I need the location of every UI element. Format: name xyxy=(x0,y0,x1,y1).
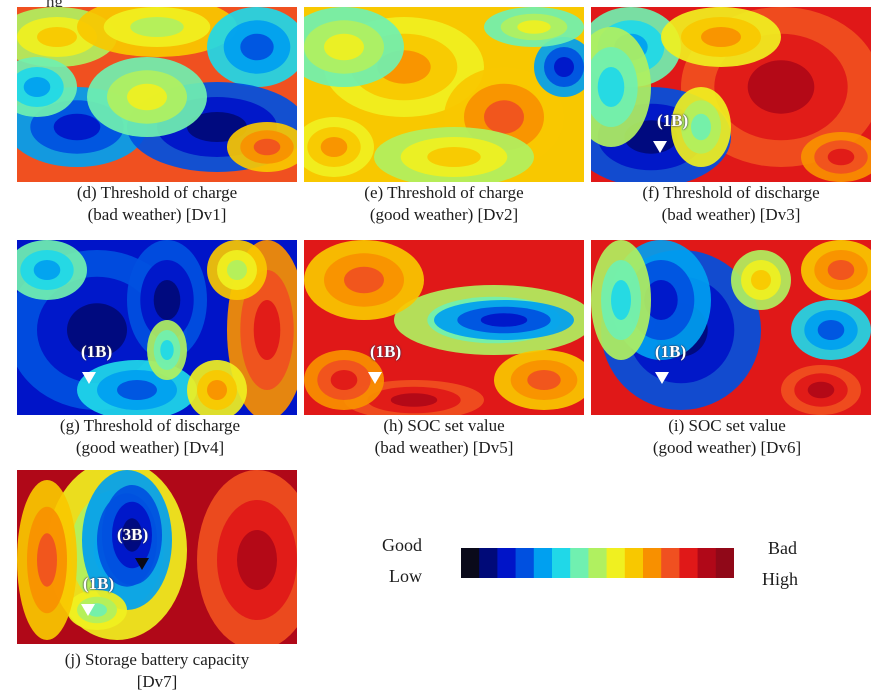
panel-e-map xyxy=(304,7,584,182)
color-scale-swatch xyxy=(643,548,662,578)
caption-h-line1: (h) SOC set value xyxy=(383,416,505,435)
color-scale-swatch xyxy=(552,548,571,578)
color-scale-swatch xyxy=(570,548,589,578)
marker-triangle xyxy=(655,372,669,384)
color-scale-swatch xyxy=(497,548,517,578)
color-scale-swatch xyxy=(606,548,626,578)
caption-f: (f) Threshold of discharge (bad weather)… xyxy=(581,182,877,226)
marker-triangle xyxy=(368,372,382,384)
panel-i-map: (1B) xyxy=(591,240,871,415)
heatmap-texture xyxy=(304,7,584,182)
marker-1b: (1B) xyxy=(370,342,402,361)
color-scale-swatch xyxy=(624,548,644,578)
color-scale-bar xyxy=(461,548,734,578)
marker-3b: (3B) xyxy=(117,525,149,544)
caption-d: (d) Threshold of charge (bad weather) [D… xyxy=(7,182,307,226)
heatmap-texture xyxy=(17,470,297,644)
top-text-fragment: ng xyxy=(46,0,63,11)
marker-triangle xyxy=(653,141,667,153)
caption-i-line1: (i) SOC set value xyxy=(668,416,786,435)
caption-i: (i) SOC set value (good weather) [Dv6] xyxy=(577,415,877,459)
color-scale-swatch xyxy=(697,548,717,578)
heatmap-texture xyxy=(591,7,871,182)
caption-e-line2: (good weather) [Dv2] xyxy=(369,205,519,224)
caption-g: (g) Threshold of discharge (good weather… xyxy=(0,415,300,459)
marker-1b: (1B) xyxy=(655,342,687,361)
caption-f-line1: (f) Threshold of discharge xyxy=(642,183,820,202)
heatmap-texture xyxy=(17,7,297,182)
legend-bad-label: Bad xyxy=(768,538,797,558)
color-scale-swatch xyxy=(479,548,498,578)
color-scale-swatch xyxy=(679,548,699,578)
legend-low-label: Low xyxy=(389,566,422,586)
color-scale-swatch xyxy=(588,548,608,578)
caption-i-line2: (good weather) [Dv6] xyxy=(652,438,802,457)
panel-h-map: (1B) xyxy=(304,240,584,415)
caption-e-line1: (e) Threshold of charge xyxy=(364,183,524,202)
color-scale-swatch xyxy=(661,548,680,578)
caption-j-line1: (j) Storage battery capacity xyxy=(64,650,250,669)
heatmap-texture xyxy=(17,240,297,415)
marker-1b: (1B) xyxy=(81,342,113,361)
caption-e: (e) Threshold of charge (good weather) [… xyxy=(294,182,594,226)
caption-d-line2: (bad weather) [Dv1] xyxy=(87,205,227,224)
color-scale-swatch xyxy=(533,548,553,578)
panel-d-map xyxy=(17,7,297,182)
marker-triangle xyxy=(82,372,96,384)
color-scale-swatch xyxy=(461,548,480,578)
caption-f-line2: (bad weather) [Dv3] xyxy=(661,205,801,224)
panel-j-map: (3B) (1B) xyxy=(17,470,297,644)
legend-good-label: Good xyxy=(382,535,422,555)
caption-g-line1: (g) Threshold of discharge xyxy=(59,416,241,435)
marker-triangle xyxy=(135,558,149,570)
caption-h: (h) SOC set value (bad weather) [Dv5] xyxy=(294,415,594,459)
marker-1b: (1B) xyxy=(83,574,115,593)
caption-d-line1: (d) Threshold of charge xyxy=(76,183,238,202)
panel-f-map: (1B) xyxy=(591,7,871,182)
caption-j-line2: [Dv7] xyxy=(136,672,178,691)
legend-high-label: High xyxy=(762,569,798,589)
panel-g-map: (1B) xyxy=(17,240,297,415)
color-scale-swatch xyxy=(715,548,734,578)
caption-g-line2: (good weather) [Dv4] xyxy=(75,438,225,457)
color-scale-swatch xyxy=(515,548,535,578)
caption-h-line2: (bad weather) [Dv5] xyxy=(374,438,514,457)
caption-j: (j) Storage battery capacity [Dv7] xyxy=(7,649,307,693)
marker-triangle xyxy=(81,604,95,616)
heatmap-texture xyxy=(304,240,584,415)
marker-1b: (1B) xyxy=(657,111,689,130)
heatmap-texture xyxy=(591,240,871,415)
